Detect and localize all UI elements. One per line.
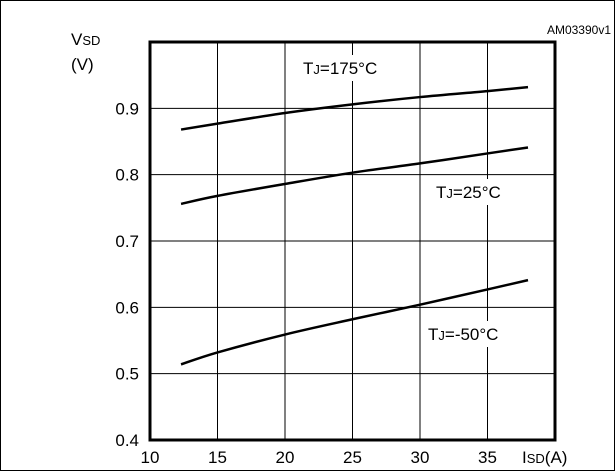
series-line bbox=[180, 85, 529, 131]
x-tick-label: 20 bbox=[276, 448, 295, 467]
series-label-background bbox=[298, 55, 410, 81]
series-label-sub: J bbox=[313, 62, 320, 77]
y-tick-label: 0.6 bbox=[115, 298, 139, 317]
y-tick-label: 0.7 bbox=[115, 232, 139, 251]
series-label-main: T bbox=[428, 325, 438, 344]
series-label-rest: =25°C bbox=[453, 183, 501, 202]
series-label-background bbox=[423, 321, 527, 347]
series-label-main: T bbox=[436, 183, 446, 202]
figure-id: AM03390v1 bbox=[547, 23, 611, 37]
series-label: TJ=-50°C bbox=[428, 325, 498, 344]
y-tick-label: 0.8 bbox=[115, 166, 139, 185]
y-axis-label-sub: SD bbox=[82, 33, 100, 48]
y-tick-labels: 0.4 0.5 0.6 0.7 0.8 0.9 bbox=[115, 99, 139, 450]
series-label-rest: =175°C bbox=[320, 59, 377, 78]
series-label-rest: =-50°C bbox=[445, 325, 499, 344]
plot-area-frame bbox=[148, 40, 557, 442]
series-labels: TJ=175°CTJ=25°CTJ=-50°C bbox=[298, 55, 533, 347]
x-axis-label-sub: SD bbox=[527, 451, 545, 466]
series-label: TJ=25°C bbox=[436, 183, 501, 202]
x-axis-label-main: I bbox=[522, 448, 527, 467]
series-label-sub: J bbox=[446, 186, 453, 201]
series-line bbox=[180, 278, 529, 366]
x-tick-label: 35 bbox=[478, 448, 497, 467]
y-tick-label: 0.9 bbox=[115, 99, 139, 118]
y-tick-label: 0.4 bbox=[115, 431, 139, 450]
series-label-sub: J bbox=[438, 328, 445, 343]
series-group bbox=[180, 85, 529, 366]
x-tick-labels: 10 15 20 25 30 35 bbox=[141, 448, 497, 467]
series-label-background bbox=[431, 179, 533, 205]
x-tick-label: 25 bbox=[343, 448, 362, 467]
series-label-main: T bbox=[303, 59, 313, 78]
series-label: TJ=175°C bbox=[303, 59, 377, 78]
y-axis-label-main: V bbox=[71, 30, 83, 49]
x-tick-label: 10 bbox=[141, 448, 160, 467]
y-axis-label: VSD bbox=[71, 30, 100, 49]
x-tick-label: 30 bbox=[411, 448, 430, 467]
series-line bbox=[180, 146, 529, 206]
x-axis-label: ISD(A) bbox=[522, 448, 567, 467]
grid bbox=[150, 42, 555, 440]
x-axis-unit: (A) bbox=[545, 448, 568, 467]
y-tick-label: 0.5 bbox=[115, 365, 139, 384]
y-axis-unit: (V) bbox=[71, 55, 94, 74]
x-tick-label: 15 bbox=[208, 448, 227, 467]
